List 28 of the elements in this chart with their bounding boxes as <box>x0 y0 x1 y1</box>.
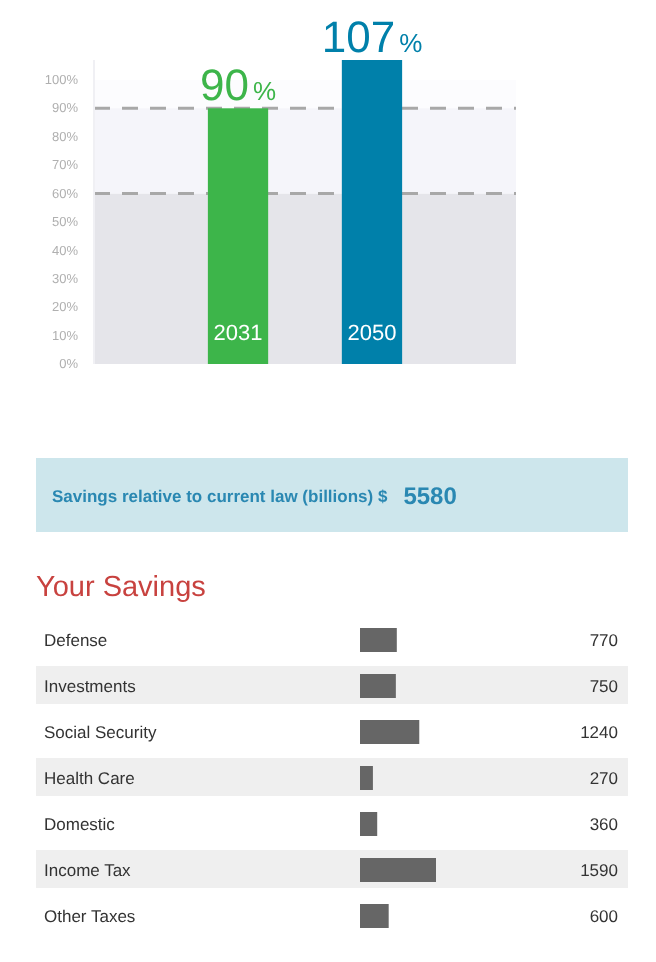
y-tick-label: Income Tax <box>44 860 133 880</box>
y-tick-label: Domestic <box>44 814 117 834</box>
text: Savings relative to current law (billions) $ <box>52 485 388 505</box>
text: Your Savings <box>36 572 206 604</box>
bar <box>360 674 396 698</box>
data-label: 270 <box>589 768 619 788</box>
y-tick-label: Health Care <box>44 768 136 788</box>
data-label: 107% <box>321 12 424 62</box>
data-label: 770 <box>589 630 619 650</box>
bar <box>360 812 378 836</box>
x-tick-label: 2050 <box>347 322 397 346</box>
data-label: 1240 <box>580 722 619 742</box>
text: 5580 <box>403 481 457 509</box>
bar <box>360 628 397 652</box>
data-label: 90% <box>199 60 277 111</box>
data-label: 600 <box>589 906 619 926</box>
bar <box>360 904 389 928</box>
bar <box>360 858 436 882</box>
bar <box>360 766 373 790</box>
data-label: 1590 <box>580 860 619 880</box>
y-tick-label: Defense <box>44 630 108 650</box>
y-tick-label: Investments <box>44 676 136 696</box>
bar <box>360 720 420 744</box>
y-tick-label: Other Taxes <box>44 906 136 926</box>
data-label: 360 <box>589 814 619 834</box>
y-tick-label: Social Security <box>44 722 158 742</box>
x-tick-label: 2031 <box>213 322 263 346</box>
data-label: 750 <box>589 676 619 696</box>
